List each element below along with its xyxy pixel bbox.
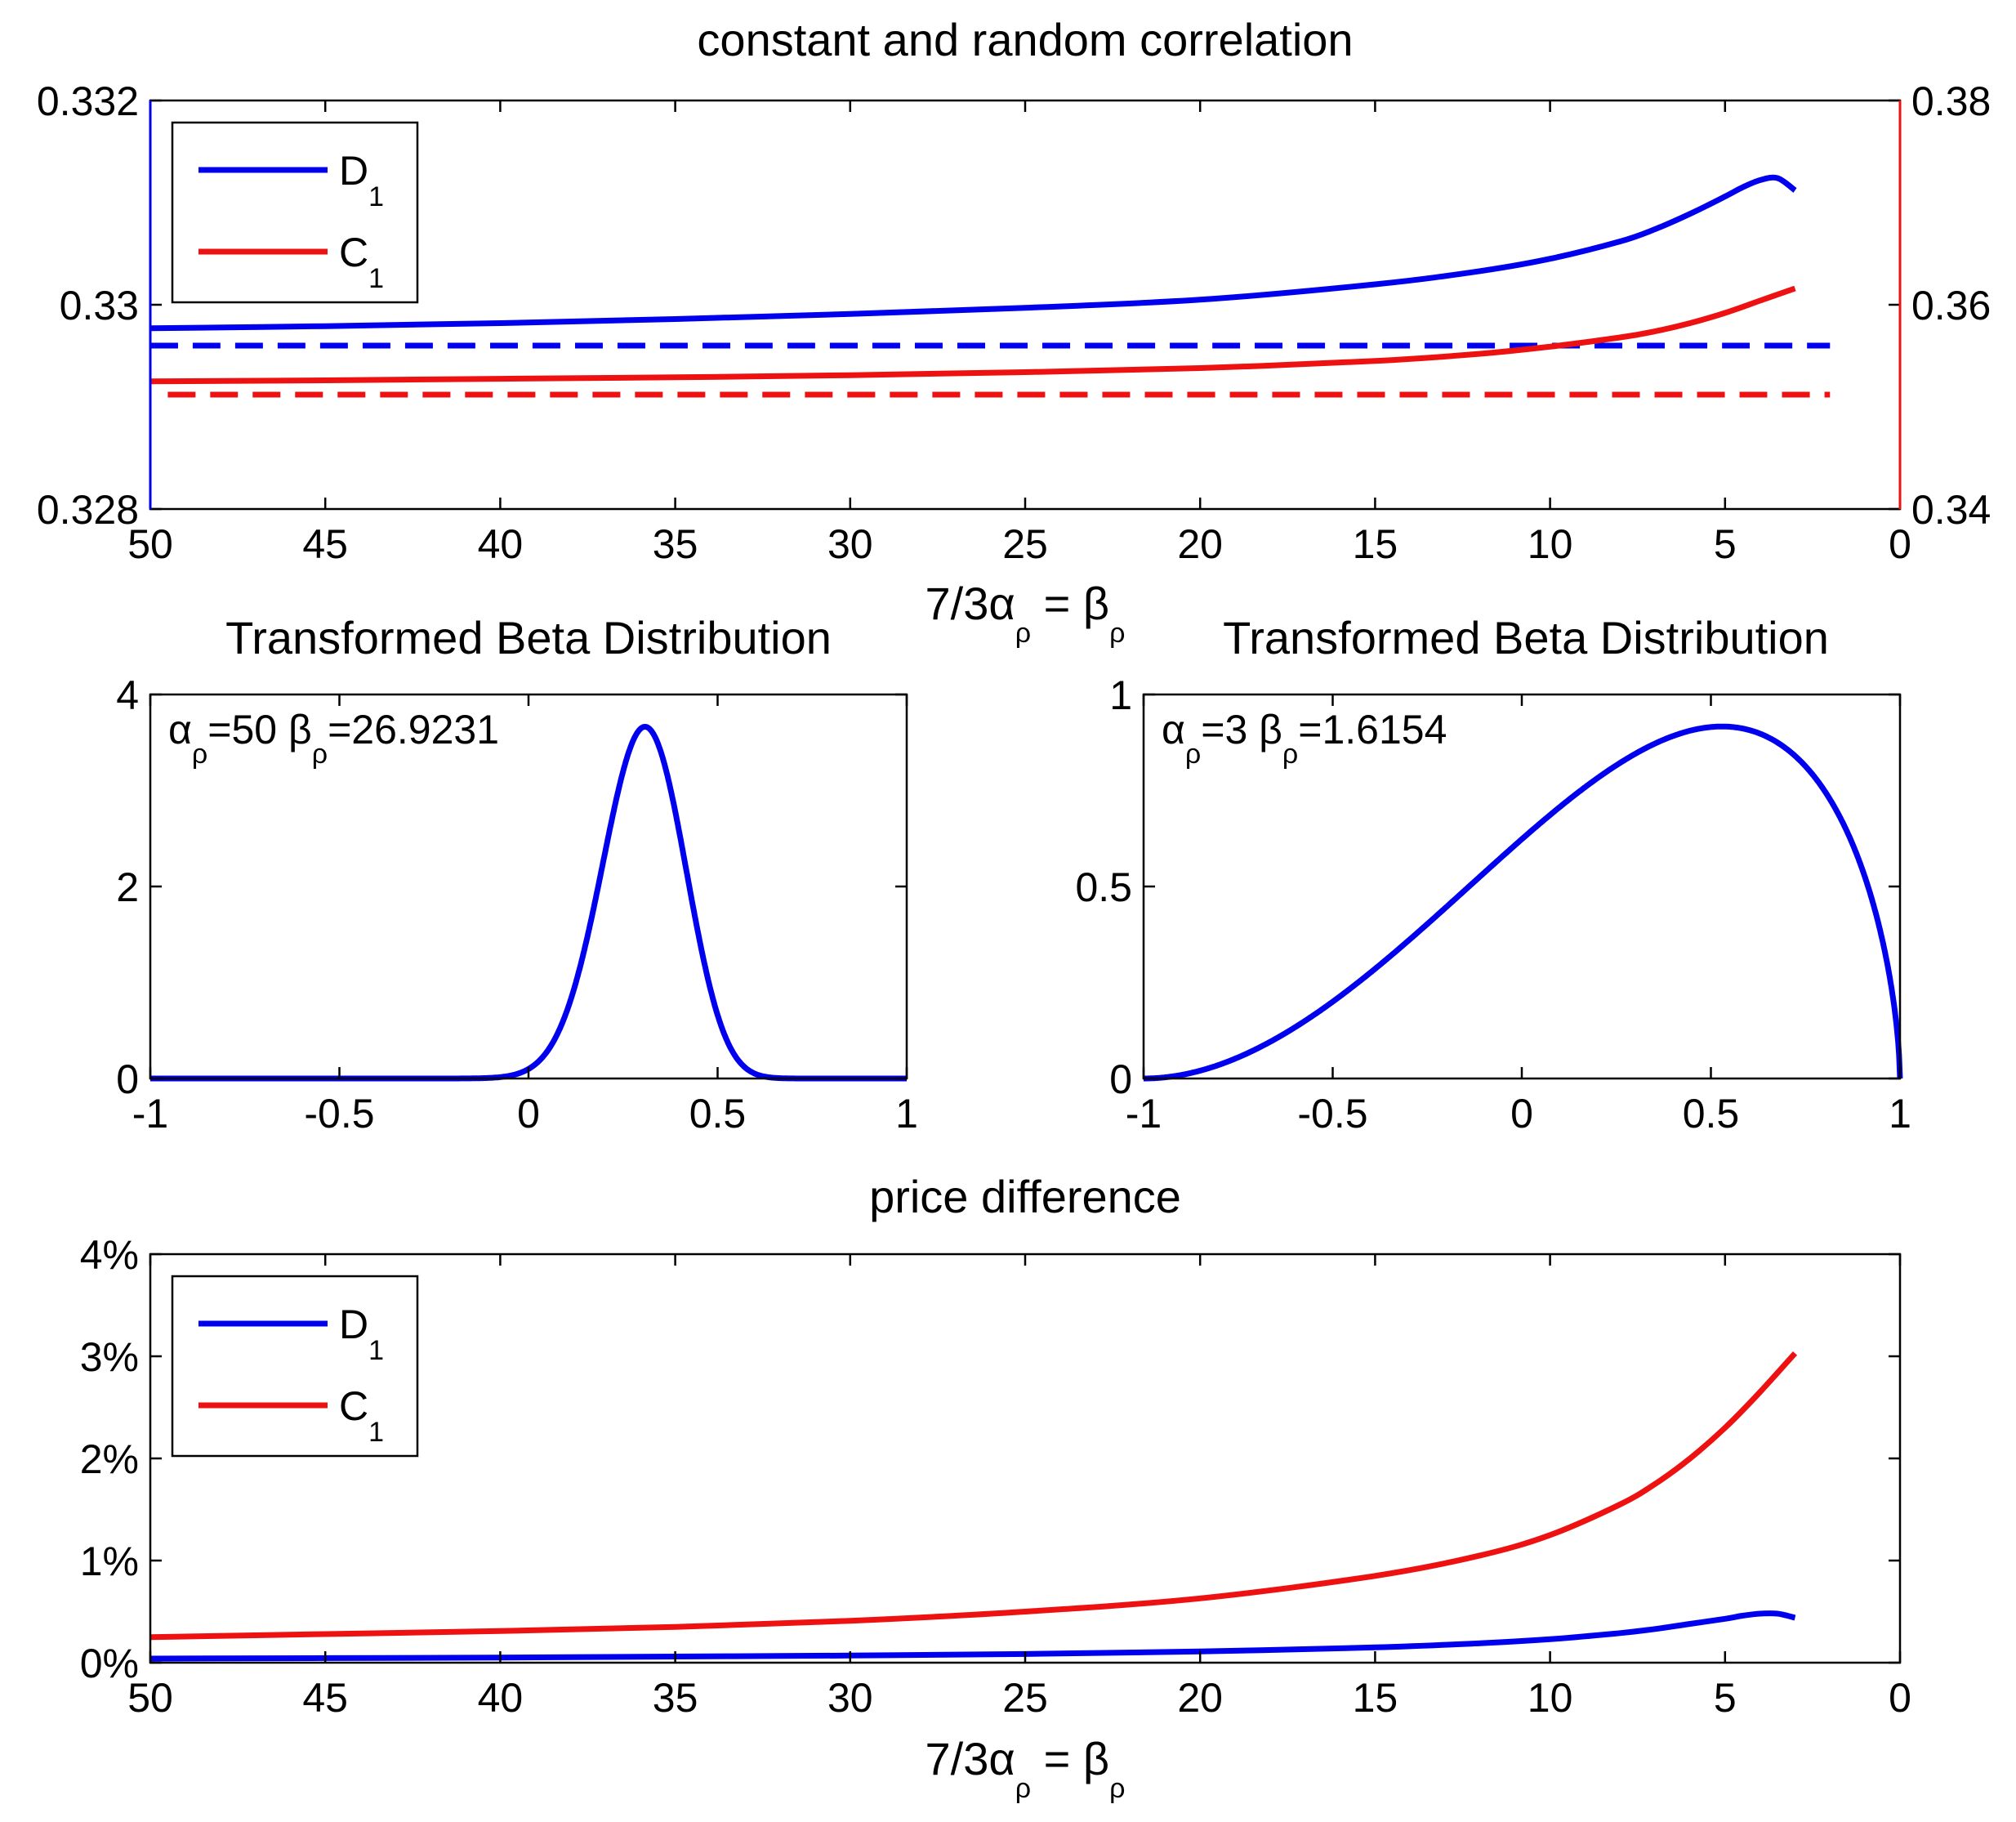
bottom-legend — [171, 1275, 419, 1458]
top-legend — [171, 121, 419, 304]
top-y-tick-label-right: 0.36 — [1911, 283, 1991, 328]
bottom-y-tick-label: 3% — [80, 1334, 139, 1380]
mid-left-density-curve — [148, 724, 909, 1082]
legend-label-sub: 1 — [368, 1335, 384, 1366]
annotation-sub: ρ — [1282, 739, 1298, 770]
bottom-title: price difference — [869, 1171, 1181, 1222]
legend-label-sub: 1 — [368, 181, 384, 212]
legend-label-main: D — [339, 148, 368, 194]
top-x-tick-label: 5 — [1714, 521, 1737, 567]
mid-right-y-tick-label: 0 — [1109, 1056, 1132, 1102]
mid-right-x-tick-label: 1 — [1889, 1091, 1911, 1137]
bottom-y-tick-label: 4% — [80, 1232, 139, 1278]
bottom-x-tick-label: 5 — [1714, 1675, 1737, 1721]
mid-right-y-tick-label: 1 — [1109, 672, 1132, 718]
annotation-sub: ρ — [192, 739, 207, 770]
top-x-tick-label: 20 — [1177, 521, 1223, 567]
top-x-tick-label: 45 — [302, 521, 348, 567]
mid-right-title: Transformed Beta Distribution — [1223, 612, 1829, 663]
bottom-x-tick-label: 0 — [1889, 1675, 1911, 1721]
xlabel-sub: ρ — [1015, 1773, 1031, 1804]
top-x-tick-label: 30 — [827, 521, 873, 567]
xlabel-main: = β — [1031, 1733, 1109, 1784]
annotation-alpha: α — [168, 707, 192, 752]
mid-right-y-tick-label: 0.5 — [1075, 864, 1132, 910]
bottom-x-tick-label: 10 — [1528, 1675, 1573, 1721]
bottom-legend-label: D1 — [339, 1302, 384, 1366]
mid-left-x-tick-label: -1 — [132, 1091, 168, 1137]
bottom-series-d1 — [149, 1610, 1796, 1662]
top-x-tick-label: 50 — [127, 521, 173, 567]
top-x-tick-label: 25 — [1002, 521, 1048, 567]
annotation-sub: ρ — [1185, 739, 1201, 770]
mid-right-x-tick-label: 0 — [1510, 1091, 1533, 1137]
mid-right-x-tick-label: -0.5 — [1297, 1091, 1367, 1137]
bottom-x-tick-label: 45 — [302, 1675, 348, 1721]
top-series-d1 — [149, 174, 1797, 332]
bottom-x-tick-label: 40 — [478, 1675, 524, 1721]
annotation-sub: ρ — [312, 739, 328, 770]
mid-left-x-tick-label: 0.5 — [689, 1091, 747, 1137]
bottom-y-tick-label: 0% — [80, 1641, 139, 1686]
mid-left-y-tick-label: 2 — [116, 864, 139, 910]
mid-left-y-tick-label: 0 — [116, 1056, 139, 1102]
annotation-alpha: α — [1162, 707, 1185, 752]
mid-left-x-tick-label: 1 — [895, 1091, 918, 1137]
top-y-tick-label: 0.33 — [60, 283, 139, 328]
top-x-tick-label: 40 — [478, 521, 524, 567]
mid-right-annotation: αρ=3 βρ=1.6154 — [1162, 707, 1447, 770]
mid-right-x-tick-label: 0.5 — [1683, 1091, 1740, 1137]
legend-label-main: D — [339, 1302, 368, 1347]
annotation-beta-value: =26.9231 — [328, 707, 499, 752]
top-x-tick-label: 15 — [1353, 521, 1398, 567]
top-title: constant and random correlation — [697, 14, 1353, 65]
mid-right-x-tick-label: -1 — [1126, 1091, 1162, 1137]
xlabel-sub: ρ — [1109, 618, 1125, 649]
top-series-c1 — [149, 285, 1796, 385]
top-y-tick-label-right: 0.34 — [1911, 487, 1991, 533]
bottom-x-tick-label: 50 — [127, 1675, 173, 1721]
top-xlabel: 7/3αρ = βρ — [925, 578, 1126, 649]
bottom-x-tick-label: 25 — [1002, 1675, 1048, 1721]
legend-label-sub: 1 — [368, 1417, 384, 1448]
mid-left-x-tick-label: 0 — [517, 1091, 540, 1137]
xlabel-main: 7/3α — [925, 578, 1015, 629]
xlabel-sub: ρ — [1109, 1773, 1125, 1804]
legend-label-main: C — [339, 1383, 368, 1429]
top-y-tick-label-right: 0.38 — [1911, 78, 1991, 124]
xlabel-sub: ρ — [1015, 618, 1031, 649]
mid-left-y-tick-label: 4 — [116, 672, 139, 718]
top-legend-label: D1 — [339, 148, 384, 212]
bottom-x-tick-label: 15 — [1353, 1675, 1398, 1721]
mid-left-annotation: αρ=50 βρ=26.9231 — [168, 707, 499, 770]
bottom-series-c1 — [149, 1351, 1798, 1641]
bottom-y-tick-label: 1% — [80, 1538, 139, 1584]
annotation-alpha-value: =3 β — [1201, 707, 1282, 752]
xlabel-main: 7/3α — [925, 1733, 1015, 1784]
top-x-tick-label: 35 — [653, 521, 698, 567]
bottom-x-tick-label: 30 — [827, 1675, 873, 1721]
top-y-tick-label: 0.328 — [37, 487, 139, 533]
bottom-xlabel: 7/3αρ = βρ — [925, 1733, 1126, 1804]
top-x-tick-label: 10 — [1528, 521, 1573, 567]
legend-label-main: C — [339, 230, 368, 275]
mid-left-x-tick-label: -0.5 — [304, 1091, 374, 1137]
top-y-tick-label: 0.332 — [37, 78, 139, 124]
xlabel-main: = β — [1031, 578, 1109, 629]
bottom-x-tick-label: 20 — [1177, 1675, 1223, 1721]
annotation-alpha-value: =50 β — [207, 707, 311, 752]
top-legend-label: C1 — [339, 230, 384, 294]
top-x-tick-label: 0 — [1889, 521, 1911, 567]
bottom-y-tick-label: 2% — [80, 1436, 139, 1482]
legend-label-sub: 1 — [368, 263, 384, 294]
mid-left-title: Transformed Beta Distribution — [225, 612, 832, 663]
mid-right-density-curve — [1141, 723, 1903, 1082]
annotation-beta-value: =1.6154 — [1298, 707, 1447, 752]
bottom-legend-label: C1 — [339, 1383, 384, 1448]
bottom-x-tick-label: 35 — [653, 1675, 698, 1721]
